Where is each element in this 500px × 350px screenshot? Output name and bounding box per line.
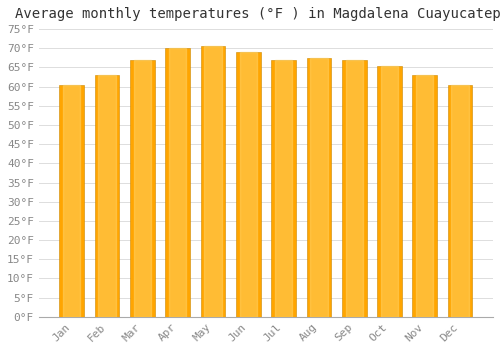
Bar — [448, 85, 472, 317]
Bar — [60, 85, 84, 317]
Bar — [271, 60, 296, 317]
Bar — [310, 58, 328, 317]
Bar — [342, 60, 366, 317]
Bar — [240, 52, 257, 317]
Bar — [306, 58, 331, 317]
Bar — [381, 65, 398, 317]
Bar — [275, 60, 292, 317]
Bar — [416, 75, 434, 317]
Bar — [377, 65, 402, 317]
Bar — [166, 48, 190, 317]
Bar — [412, 75, 437, 317]
Bar — [134, 60, 151, 317]
Bar — [169, 48, 186, 317]
Bar — [236, 52, 260, 317]
Bar — [94, 75, 120, 317]
Bar — [346, 60, 363, 317]
Bar — [130, 60, 155, 317]
Bar — [63, 85, 80, 317]
Bar — [204, 46, 222, 317]
Bar — [98, 75, 116, 317]
Bar — [452, 85, 468, 317]
Title: Average monthly temperatures (°F ) in Magdalena Cuayucatepec: Average monthly temperatures (°F ) in Ma… — [14, 7, 500, 21]
Bar — [200, 46, 226, 317]
